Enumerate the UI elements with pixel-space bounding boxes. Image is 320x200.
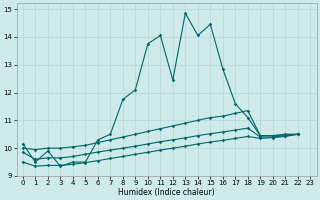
- X-axis label: Humidex (Indice chaleur): Humidex (Indice chaleur): [118, 188, 215, 197]
